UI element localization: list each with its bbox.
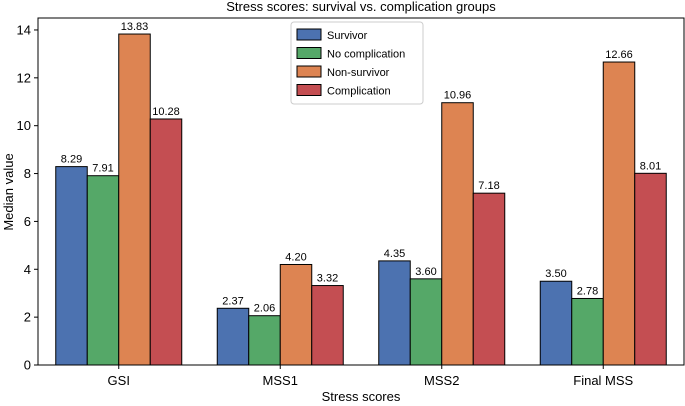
data-label: 3.32 <box>317 273 338 285</box>
data-label: 10.96 <box>444 90 472 102</box>
bar-non-survivor <box>441 102 474 366</box>
legend-label: Survivor <box>327 30 368 42</box>
y-tick-label: 14 <box>17 22 31 37</box>
x-ticks: GSI MSS1 MSS2 Final MSS <box>108 365 634 388</box>
data-label: 7.91 <box>92 163 113 175</box>
y-axis-title: Median value <box>1 153 16 230</box>
data-label: 7.18 <box>478 180 499 192</box>
legend: Survivor No complication Non-survivor Compl… <box>290 21 424 105</box>
data-label: 4.35 <box>384 248 405 260</box>
bar-non-survivor <box>602 61 636 366</box>
data-label: 3.60 <box>415 266 436 278</box>
x-tick-label: MSS1 <box>263 373 298 388</box>
data-label: 10.28 <box>152 106 180 118</box>
y-tick-label: 0 <box>24 358 31 373</box>
legend-label: No complication <box>327 49 405 61</box>
legend-swatch <box>296 65 322 78</box>
y-tick-label: 12 <box>17 70 31 85</box>
x-tick-label: Final MSS <box>573 373 633 388</box>
y-tick-label: 6 <box>24 214 31 229</box>
data-label: 8.01 <box>640 160 661 172</box>
x-tick-label: GSI <box>108 373 130 388</box>
data-label: 2.78 <box>577 285 598 297</box>
legend-label: Non-survivor <box>327 67 390 79</box>
data-label: 8.29 <box>61 154 82 166</box>
legend-swatch <box>296 47 322 59</box>
y-tick-label: 8 <box>24 166 31 181</box>
bar-survivor <box>216 307 250 366</box>
x-tick-label: MSS2 <box>424 373 459 388</box>
legend-swatch <box>296 84 322 96</box>
bar-complication <box>149 118 183 366</box>
bar-survivor <box>539 280 573 366</box>
bar-survivor <box>55 166 88 366</box>
legend-box <box>290 21 424 105</box>
data-label: 13.83 <box>121 21 149 33</box>
bar-no-complication <box>248 315 281 366</box>
data-label: 2.37 <box>222 295 243 307</box>
bar-no-complication <box>409 278 443 366</box>
bars: 8.29 7.91 13.83 10.28 2.37 2.06 4.20 3.32 4.35 3.… <box>55 21 667 366</box>
chart-title: Stress scores: survival vs. complication… <box>226 0 496 14</box>
y-ticks: 0 2 4 6 8 10 12 14 <box>17 22 38 373</box>
data-label: 3.50 <box>545 268 566 280</box>
bar-non-survivor <box>118 33 151 366</box>
y-tick-label: 4 <box>24 262 31 277</box>
y-tick-label: 10 <box>17 118 31 133</box>
data-label: 2.06 <box>254 303 275 315</box>
data-label: 12.66 <box>605 49 633 61</box>
bar-non-survivor <box>279 263 313 366</box>
bar-survivor <box>378 260 411 366</box>
bar-complication <box>311 285 344 366</box>
data-label: 4.20 <box>285 251 306 263</box>
bar-no-complication <box>571 297 604 366</box>
legend-swatch <box>296 28 322 41</box>
bar-complication <box>634 172 667 366</box>
legend-label: Complication <box>327 86 391 98</box>
y-tick-label: 2 <box>24 310 31 325</box>
x-axis-title: Stress scores <box>322 389 401 404</box>
bar-no-complication <box>86 175 120 366</box>
plot-frame <box>37 17 685 366</box>
bar-complication <box>472 192 506 366</box>
